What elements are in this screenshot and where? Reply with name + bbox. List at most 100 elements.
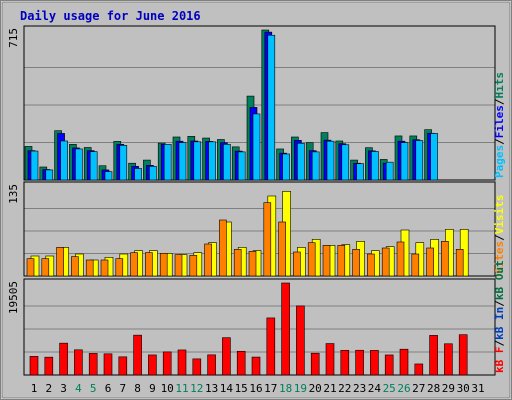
bar-pages-day-9: [149, 166, 157, 181]
day-label-16: 16: [249, 382, 262, 395]
bar-kb-f-day-5: [88, 353, 98, 376]
day-label-19: 19: [294, 382, 307, 395]
bar-pages-day-24: [371, 151, 379, 181]
bar-kb-f-day-17: [266, 317, 276, 376]
bar-pages-day-21: [326, 140, 335, 181]
day-label-15: 15: [235, 382, 248, 395]
bar-sites-day-23: [352, 249, 360, 277]
y-axis-max-label: 135: [7, 184, 20, 204]
bar-sites-day-29: [441, 241, 449, 277]
bar-sites-day-30: [455, 249, 464, 277]
day-label-27: 27: [412, 382, 425, 395]
bar-sites-day-10: [159, 253, 168, 277]
day-label-1: 1: [31, 382, 38, 395]
day-label-11: 11: [175, 382, 188, 395]
panel-3: 19505 kB F/kB In/kB Out: [7, 260, 506, 376]
bar-pages-day-27: [415, 140, 424, 181]
legend: kB F/kB In/kB Out: [493, 260, 506, 373]
bar-sites-day-2: [41, 258, 50, 277]
x-axis-labels: 1 2 3 4 5 6 7 8 9 10 11 12 13 14 15 16 17 18 19 20 21 22 23 24 2…: [31, 382, 485, 395]
day-label-24: 24: [368, 382, 382, 395]
bar-pages-day-3: [60, 140, 68, 181]
bar-sites-day-20: [307, 242, 316, 277]
day-label-23: 23: [353, 382, 366, 395]
bar-kb-f-day-18: [281, 282, 290, 376]
bar-kb-f-day-30: [458, 334, 468, 376]
bar-kb-f-day-21: [325, 343, 335, 376]
bar-sites-day-28: [426, 247, 434, 277]
bar-kb-f-day-8: [133, 334, 142, 376]
bar-sites-day-24: [367, 253, 375, 277]
bar-pages-day-11: [178, 142, 187, 181]
bar-sites-day-27: [411, 253, 420, 277]
y-axis-max-label: 19505: [7, 281, 20, 314]
bar-kb-f-day-4: [74, 349, 83, 376]
bar-pages-day-15: [237, 151, 246, 181]
bar-pages-day-8: [134, 168, 142, 181]
bar-pages-day-19: [297, 142, 305, 181]
day-label-7: 7: [119, 382, 126, 395]
bar-sites-day-5: [85, 259, 94, 277]
bar-pages-day-28: [430, 133, 438, 181]
bar-pages-day-2: [45, 169, 54, 181]
bar-kb-f-day-1: [29, 356, 39, 376]
bar-kb-f-day-22: [340, 349, 350, 376]
legend-entry-hits: Hits: [493, 72, 506, 99]
day-label-13: 13: [205, 382, 218, 395]
bar-sites-day-26: [396, 241, 405, 277]
bar-sites-day-19: [293, 251, 301, 277]
day-label-5: 5: [90, 382, 97, 395]
bar-kb-f-day-27: [414, 363, 424, 376]
bar-sites-day-8: [130, 252, 138, 277]
bar-pages-day-25: [385, 161, 394, 181]
bar-kb-f-day-11: [177, 349, 187, 376]
legend-entry-visits: Visits: [493, 195, 506, 235]
bar-sites-day-21: [322, 245, 331, 277]
bar-kb-f-day-14: [222, 337, 231, 376]
bar-pages-day-16: [252, 113, 261, 181]
bar-sites-day-6: [100, 259, 109, 277]
bar-kb-f-day-23: [355, 349, 364, 376]
day-label-29: 29: [442, 382, 455, 395]
bar-pages-day-1: [30, 150, 39, 181]
bar-kb-f-day-6: [103, 353, 113, 376]
bar-kb-f-day-26: [399, 348, 409, 376]
bar-kb-f-day-2: [44, 356, 54, 376]
day-label-17: 17: [264, 382, 277, 395]
bar-kb-f-day-24: [370, 350, 379, 376]
bar-sites-day-1: [26, 258, 35, 277]
legend-separator: /: [493, 300, 506, 307]
bar-sites-day-17: [263, 202, 272, 277]
bar-sites-day-3: [56, 247, 64, 277]
bar-sites-day-7: [115, 258, 124, 277]
panel-2: 135 Sites/Visits: [7, 181, 506, 277]
bar-pages-day-13: [208, 141, 216, 181]
bar-sites-day-15: [233, 249, 242, 277]
legend-entry-kb-f: kB F: [493, 347, 506, 374]
bar-kb-f-day-9: [148, 354, 157, 376]
bar-pages-day-20: [311, 151, 320, 181]
bar-pages-day-14: [223, 144, 231, 181]
bar-kb-f-day-20: [310, 352, 320, 376]
day-label-9: 9: [149, 382, 156, 395]
y-axis-max-label: 715: [7, 28, 20, 48]
chart-title: Daily usage for June 2016: [20, 9, 201, 23]
day-label-2: 2: [45, 382, 52, 395]
bar-kb-f-day-28: [429, 335, 438, 376]
day-label-22: 22: [338, 382, 351, 395]
bar-pages-day-23: [356, 163, 364, 181]
bar-sites-day-14: [219, 219, 227, 277]
bar-kb-f-day-7: [118, 356, 128, 376]
day-label-18: 18: [279, 382, 292, 395]
legend-entry-kb-in: kB In: [493, 307, 506, 340]
day-label-10: 10: [161, 382, 174, 395]
bar-sites-day-12: [189, 255, 198, 277]
day-label-25: 25: [383, 382, 396, 395]
legend-separator: /: [493, 138, 506, 145]
bar-sites-day-9: [145, 252, 153, 277]
day-label-14: 14: [220, 382, 234, 395]
day-label-3: 3: [60, 382, 67, 395]
bar-kb-f-day-15: [236, 350, 246, 376]
legend-separator: /: [493, 340, 506, 347]
